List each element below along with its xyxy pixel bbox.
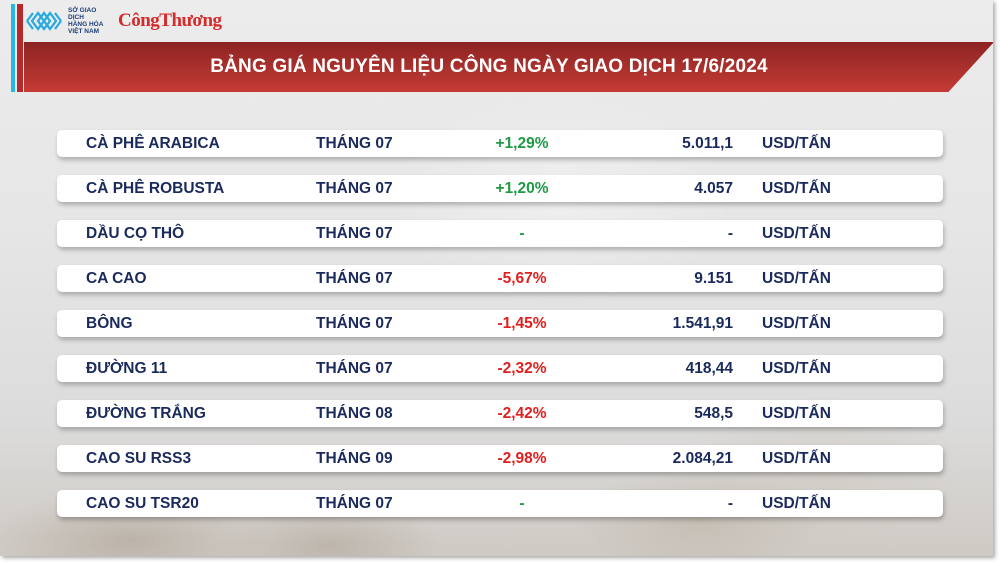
accent-bar-blue — [11, 4, 15, 92]
price-table: CÀ PHÊ ARABICA THÁNG 07 +1,29% 5.011,1 U… — [57, 130, 943, 535]
contract-month: THÁNG 07 — [316, 494, 393, 512]
price-change: - — [519, 224, 525, 242]
accent-bar-red — [17, 4, 23, 92]
price-change: -5,67% — [497, 269, 547, 287]
price-unit: USD/TẤN — [762, 134, 831, 152]
price-value: 5.011,1 — [682, 134, 733, 152]
price-unit: USD/TẤN — [762, 494, 831, 512]
commodity-name: ĐƯỜNG TRẮNG — [86, 404, 206, 422]
price-value: 1.541,91 — [672, 314, 733, 332]
price-unit: USD/TẤN — [762, 269, 831, 287]
price-unit: USD/TẤN — [762, 359, 831, 377]
price-change: +1,20% — [495, 179, 549, 197]
commodity-name: CA CAO — [86, 269, 147, 287]
price-unit: USD/TẤN — [762, 449, 831, 467]
contract-month: THÁNG 07 — [316, 314, 393, 332]
table-row: CÀ PHÊ ARABICA THÁNG 07 +1,29% 5.011,1 U… — [57, 130, 943, 157]
price-value: 418,44 — [685, 359, 733, 377]
table-row: ĐƯỜNG TRẮNG THÁNG 08 -2,42% 548,5 USD/TẤ… — [57, 400, 943, 427]
title-banner: BẢNG GIÁ NGUYÊN LIỆU CÔNG NGÀY GIAO DỊCH… — [24, 42, 993, 92]
exchange-name: SỞ GIAO DỊCH HÀNG HÓA VIỆT NAM — [68, 7, 108, 35]
contract-month: THÁNG 08 — [316, 404, 393, 422]
exchange-name-line-3: VIỆT NAM — [68, 28, 100, 35]
table-row: BÔNG THÁNG 07 -1,45% 1.541,91 USD/TẤN — [57, 310, 943, 337]
exchange-logo-icon — [26, 11, 62, 31]
contract-month: THÁNG 07 — [316, 224, 393, 242]
contract-month: THÁNG 07 — [316, 359, 393, 377]
cong-thuong-logo: CôngThương — [118, 10, 222, 31]
contract-month: THÁNG 07 — [316, 269, 393, 287]
price-value: 548,5 — [694, 404, 733, 422]
table-row: CA CAO THÁNG 07 -5,67% 9.151 USD/TẤN — [57, 265, 943, 292]
price-unit: USD/TẤN — [762, 314, 831, 332]
table-row: ĐƯỜNG 11 THÁNG 07 -2,32% 418,44 USD/TẤN — [57, 355, 943, 382]
price-value: - — [727, 224, 733, 242]
price-value: 2.084,21 — [672, 449, 733, 467]
commodity-name: CÀ PHÊ ROBUSTA — [86, 179, 225, 197]
price-change: -2,98% — [497, 449, 547, 467]
price-value: - — [727, 494, 733, 512]
price-value: 9.151 — [694, 269, 733, 287]
table-row: CÀ PHÊ ROBUSTA THÁNG 07 +1,20% 4.057 USD… — [57, 175, 943, 202]
table-row: DẦU CỌ THÔ THÁNG 07 - - USD/TẤN — [57, 220, 943, 247]
price-unit: USD/TẤN — [762, 179, 831, 197]
table-row: CAO SU TSR20 THÁNG 07 - - USD/TẤN — [57, 490, 943, 517]
commodity-name: DẦU CỌ THÔ — [86, 224, 185, 242]
table-row: CAO SU RSS3 THÁNG 09 -2,98% 2.084,21 USD… — [57, 445, 943, 472]
price-unit: USD/TẤN — [762, 404, 831, 422]
price-change: -2,32% — [497, 359, 547, 377]
price-value: 4.057 — [694, 179, 733, 197]
logo-area: SỞ GIAO DỊCH HÀNG HÓA VIỆT NAM CôngThươn… — [24, 4, 224, 38]
contract-month: THÁNG 09 — [316, 449, 393, 467]
price-change: -2,42% — [497, 404, 547, 422]
commodity-name: ĐƯỜNG 11 — [86, 359, 168, 377]
exchange-name-line-2: HÀNG HÓA — [68, 21, 104, 28]
exchange-name-line-1: SỞ GIAO DỊCH — [68, 7, 97, 21]
price-change: -1,45% — [497, 314, 547, 332]
contract-month: THÁNG 07 — [316, 179, 393, 197]
contract-month: THÁNG 07 — [316, 134, 393, 152]
price-change: +1,29% — [495, 134, 549, 152]
commodity-name: CAO SU RSS3 — [86, 449, 192, 467]
commodity-name: CAO SU TSR20 — [86, 494, 199, 512]
price-change: - — [519, 494, 525, 512]
commodity-name: CÀ PHÊ ARABICA — [86, 134, 220, 152]
price-unit: USD/TẤN — [762, 224, 831, 242]
commodity-name: BÔNG — [86, 314, 133, 332]
page-title: BẢNG GIÁ NGUYÊN LIỆU CÔNG NGÀY GIAO DỊCH… — [210, 56, 768, 77]
